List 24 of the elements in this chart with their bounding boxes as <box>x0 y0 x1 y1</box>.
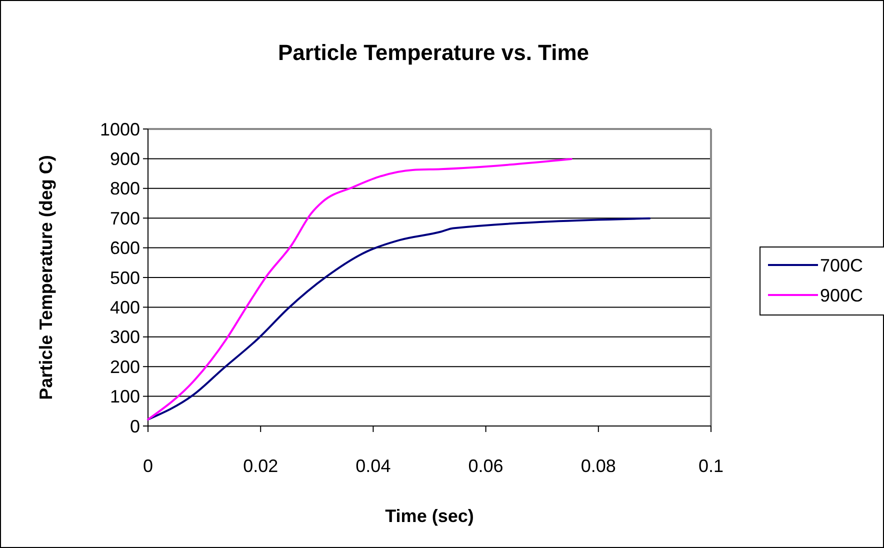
y-tick-label: 800 <box>110 178 140 199</box>
x-axis-title: Time (sec) <box>385 506 474 526</box>
x-tick-label: 0.1 <box>698 456 724 476</box>
y-tick-label: 300 <box>110 327 140 348</box>
x-tick-label: 0.02 <box>243 456 278 476</box>
y-tick-label: 700 <box>110 208 140 228</box>
x-tick-label: 0.08 <box>580 456 616 476</box>
x-tick-label: 0.04 <box>356 456 391 476</box>
legend-label: 900C <box>820 285 864 306</box>
y-tick-label: 400 <box>110 298 140 318</box>
line-series <box>147 217 651 420</box>
y-tick-label: 600 <box>110 238 140 258</box>
legend-label: 700C <box>820 255 864 276</box>
y-axis-title: Particle Temperature (deg C) <box>36 155 56 400</box>
y-tick-label: 500 <box>110 268 140 288</box>
chart-title: Particle Temperature vs. Time <box>278 40 589 65</box>
y-tick-label: 1000 <box>100 119 140 140</box>
y-tick-label: 900 <box>110 149 140 169</box>
y-tick-label: 200 <box>110 356 140 377</box>
y-tick-label: 0 <box>130 416 140 436</box>
x-tick-label: 0.06 <box>468 456 504 476</box>
y-tick-label: 100 <box>110 386 140 407</box>
x-tick-label: 0 <box>142 456 154 476</box>
line-series <box>147 158 572 420</box>
